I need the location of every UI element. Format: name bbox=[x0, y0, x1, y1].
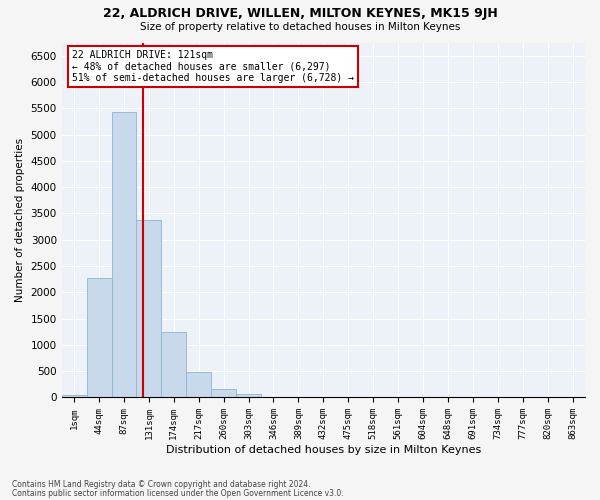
Text: Contains HM Land Registry data © Crown copyright and database right 2024.: Contains HM Land Registry data © Crown c… bbox=[12, 480, 311, 489]
Bar bbox=[161, 332, 186, 398]
Bar bbox=[112, 112, 136, 398]
Text: Size of property relative to detached houses in Milton Keynes: Size of property relative to detached ho… bbox=[140, 22, 460, 32]
X-axis label: Distribution of detached houses by size in Milton Keynes: Distribution of detached houses by size … bbox=[166, 445, 481, 455]
Bar bbox=[136, 220, 161, 398]
Text: 22 ALDRICH DRIVE: 121sqm
← 48% of detached houses are smaller (6,297)
51% of sem: 22 ALDRICH DRIVE: 121sqm ← 48% of detach… bbox=[72, 50, 354, 83]
Bar bbox=[86, 278, 112, 398]
Bar bbox=[211, 390, 236, 398]
Y-axis label: Number of detached properties: Number of detached properties bbox=[15, 138, 25, 302]
Bar bbox=[261, 397, 286, 398]
Bar bbox=[62, 395, 86, 398]
Text: 22, ALDRICH DRIVE, WILLEN, MILTON KEYNES, MK15 9JH: 22, ALDRICH DRIVE, WILLEN, MILTON KEYNES… bbox=[103, 8, 497, 20]
Bar bbox=[186, 372, 211, 398]
Bar bbox=[236, 394, 261, 398]
Text: Contains public sector information licensed under the Open Government Licence v3: Contains public sector information licen… bbox=[12, 488, 344, 498]
